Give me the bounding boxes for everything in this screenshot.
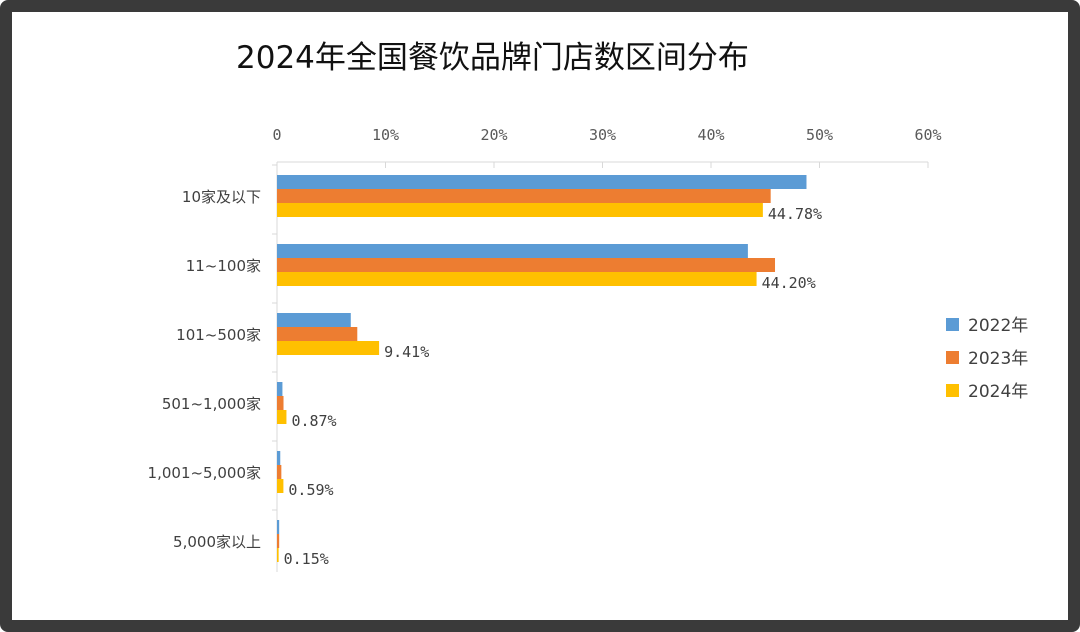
x-tick-label: 10% bbox=[372, 126, 399, 144]
bar-2022-5 bbox=[277, 520, 280, 534]
category-label: 101~500家 bbox=[176, 326, 261, 344]
data-label: 0.59% bbox=[288, 481, 333, 499]
x-tick-label: 60% bbox=[914, 126, 941, 144]
legend-swatch bbox=[946, 318, 959, 331]
bar-2024-2 bbox=[277, 341, 380, 355]
x-tick-label: 40% bbox=[697, 126, 724, 144]
bar-2022-0 bbox=[277, 175, 807, 189]
legend-label: 2023年 bbox=[968, 349, 1028, 369]
bar-2023-1 bbox=[277, 258, 776, 272]
bar-2023-2 bbox=[277, 327, 358, 341]
data-label: 0.87% bbox=[291, 412, 336, 430]
category-label: 5,000家以上 bbox=[173, 533, 261, 551]
legend-swatch bbox=[946, 351, 959, 364]
legend-swatch bbox=[946, 384, 959, 397]
category-label: 1,001~5,000家 bbox=[148, 464, 261, 482]
data-label: 44.20% bbox=[762, 274, 816, 292]
bar-2024-5 bbox=[277, 548, 279, 562]
bar-2024-3 bbox=[277, 410, 287, 424]
data-label: 9.41% bbox=[384, 343, 429, 361]
bar-2023-5 bbox=[277, 534, 280, 548]
bar-2024-4 bbox=[277, 479, 284, 493]
category-label: 10家及以下 bbox=[182, 188, 261, 206]
chart-title: 2024年全国餐饮品牌门店数区间分布 bbox=[236, 40, 749, 76]
legend-label: 2024年 bbox=[968, 382, 1028, 402]
bar-2022-1 bbox=[277, 244, 748, 258]
category-label: 11~100家 bbox=[186, 257, 261, 275]
x-tick-label: 20% bbox=[480, 126, 507, 144]
x-tick-label: 0 bbox=[272, 126, 281, 144]
data-label: 0.15% bbox=[284, 550, 329, 568]
category-label: 501~1,000家 bbox=[162, 395, 261, 413]
bar-2024-1 bbox=[277, 272, 757, 286]
x-tick-label: 50% bbox=[806, 126, 833, 144]
bar-2022-2 bbox=[277, 313, 351, 327]
bar-2024-0 bbox=[277, 203, 763, 217]
bar-2022-3 bbox=[277, 382, 283, 396]
legend-label: 2022年 bbox=[968, 316, 1028, 336]
data-label: 44.78% bbox=[768, 205, 822, 223]
x-tick-label: 30% bbox=[589, 126, 616, 144]
bar-2023-0 bbox=[277, 189, 771, 203]
bar-2022-4 bbox=[277, 451, 281, 465]
bar-2023-3 bbox=[277, 396, 284, 410]
bar-2023-4 bbox=[277, 465, 282, 479]
